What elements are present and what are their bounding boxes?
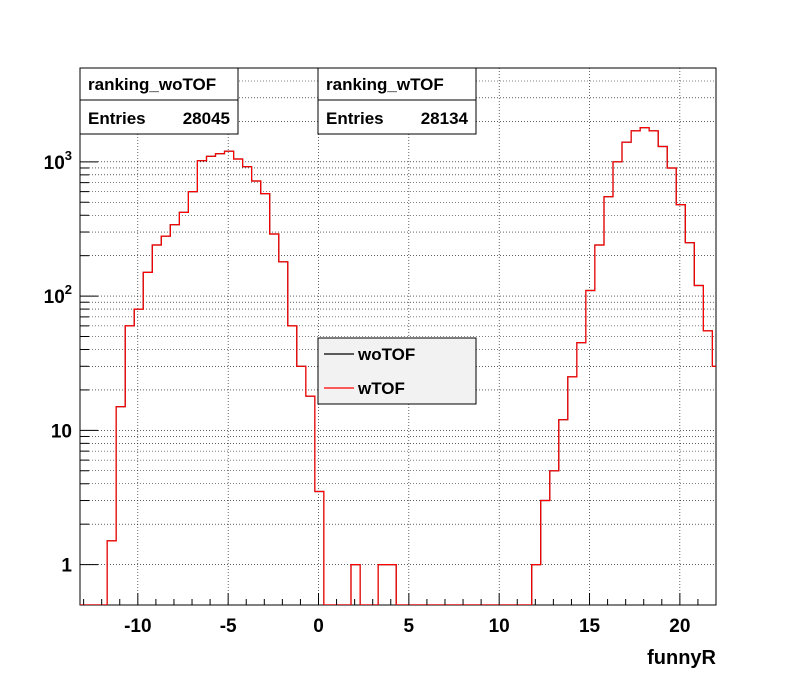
x-axis-title: funnyR	[647, 647, 716, 669]
legend-label-wtof: wTOF	[357, 379, 405, 398]
y-tick-label: 103	[44, 148, 72, 174]
legend: woTOF wTOF	[317, 337, 477, 405]
x-tick-label: -5	[220, 616, 237, 637]
stat-box-wtof-entries-value: 28134	[421, 109, 469, 128]
x-tick-label: 5	[404, 616, 415, 637]
series-layer	[80, 127, 716, 605]
legend-label-wotof: woTOF	[357, 345, 415, 364]
stat-box-wotof-frame	[79, 67, 239, 135]
x-tick-label: 15	[579, 616, 601, 637]
x-tick-label: 10	[489, 616, 510, 637]
stat-box-wotof-title: ranking_woTOF	[88, 75, 216, 94]
y-tick-label: 10	[51, 421, 72, 442]
legend-frame	[317, 337, 477, 405]
stat-box-wtof-title: ranking_wTOF	[326, 75, 444, 94]
x-tick-label: 20	[669, 616, 690, 637]
y-tick-label: 102	[44, 282, 72, 308]
stat-box-wtof-entries-label: Entries	[326, 109, 384, 128]
series-wTOF-line	[80, 127, 716, 605]
x-tick-label: -10	[124, 616, 151, 637]
x-tick-label: 0	[313, 616, 324, 637]
stat-box-wotof-entries-label: Entries	[88, 109, 146, 128]
stat-box-wtof-frame	[317, 67, 477, 135]
stat-box-wotof: ranking_woTOF Entries 28045	[79, 67, 239, 135]
stat-box-wtof: ranking_wTOF Entries 28134	[317, 67, 477, 135]
axes: -10 -5 0 5 10 15 20 1 10 102 103	[44, 67, 717, 637]
stat-box-wotof-entries-value: 28045	[183, 109, 230, 128]
y-tick-label: 1	[61, 556, 72, 577]
